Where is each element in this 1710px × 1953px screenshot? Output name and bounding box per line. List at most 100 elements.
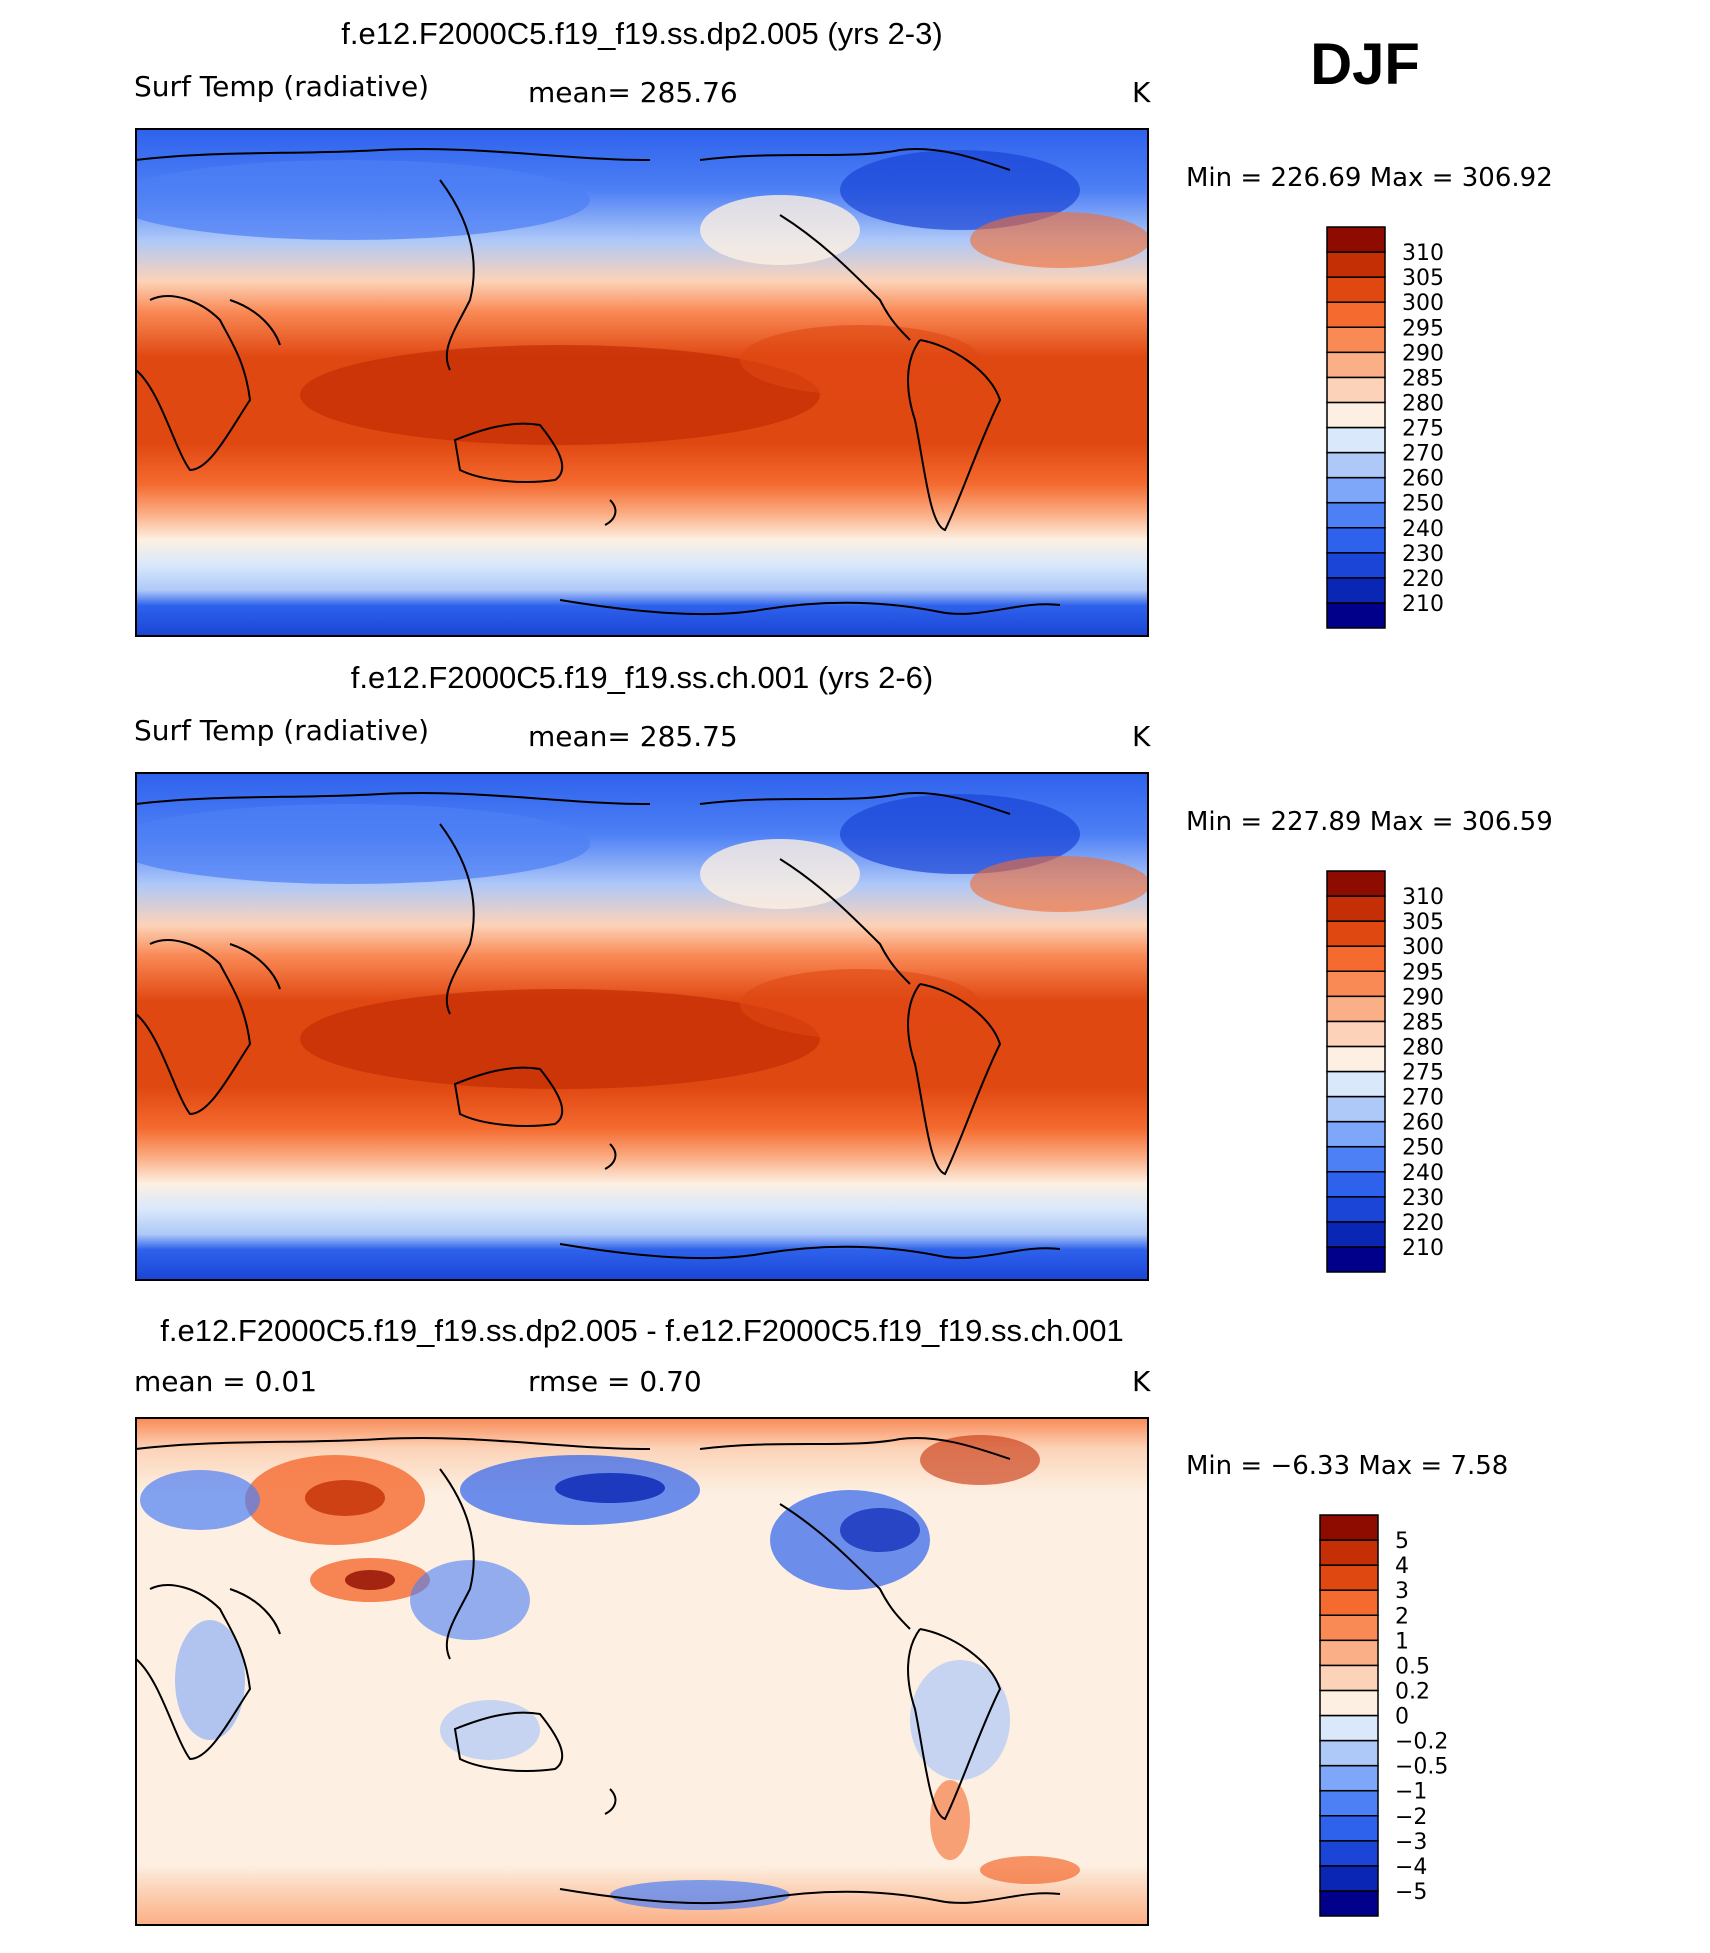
panel-2-colorbar-box: [1326, 1171, 1386, 1198]
panel-1-colorbar-box: [1326, 451, 1386, 479]
panel-1-colorbar-label: 250: [1402, 492, 1444, 517]
panel-3-frame: [135, 1417, 1149, 1926]
panel-1-variable: Surf Temp (radiative): [134, 70, 429, 103]
season-label: DJF: [1310, 32, 1420, 97]
panel-2-colorbar-label: 220: [1402, 1211, 1444, 1236]
panel-2-colorbar-box: [1326, 1246, 1386, 1273]
panel-1-colorbar-box: [1326, 401, 1386, 429]
panel-3-colorbar-box: [1319, 1689, 1379, 1717]
panel-3-colorbar-box: [1319, 1639, 1379, 1667]
panel-2-colorbar-box: [1326, 995, 1386, 1023]
panel-2-colorbar-label: 310: [1402, 885, 1444, 910]
panel-1-colorbar-box: [1326, 251, 1386, 278]
panel-3-colorbar-label: −1: [1395, 1780, 1427, 1805]
panel-2-colorbar-label: 275: [1402, 1061, 1444, 1086]
panel-1-colorbar-box: [1326, 376, 1386, 404]
panel-1-colorbar-box: [1326, 301, 1386, 328]
panel-2-colorbar-box: [1326, 920, 1386, 947]
panel-3-range: Min = −6.33 Max = 7.58: [1186, 1451, 1508, 1481]
panel-2-colorbar-label: 280: [1402, 1035, 1444, 1060]
panel-3-colorbar-box: [1319, 1764, 1379, 1792]
panel-3-mean: mean = 0.01: [134, 1365, 317, 1398]
panel-3-colorbar-label: 2: [1395, 1604, 1409, 1629]
panel-2-colorbar-label: 290: [1402, 985, 1444, 1010]
panel-3-colorbar-label: 0.2: [1395, 1679, 1430, 1704]
panel-2-variable: Surf Temp (radiative): [134, 714, 429, 747]
panel-2-colorbar-box: [1326, 1120, 1386, 1148]
panel-3-colorbar-box: [1319, 1514, 1379, 1541]
panel-3-colorbar-label: 0.5: [1395, 1654, 1430, 1679]
panel-1-units: K: [1132, 76, 1151, 109]
panel-3-colorbar-box: [1319, 1539, 1379, 1566]
panel-3-colorbar-box: [1319, 1564, 1379, 1591]
panel-3-colorbar-label: 1: [1395, 1629, 1409, 1654]
panel-1-mean: mean= 285.76: [528, 76, 738, 109]
panel-2-colorbar-label: 240: [1402, 1161, 1444, 1186]
panel-2-colorbar-label: 295: [1402, 960, 1444, 985]
panel-1-colorbar-box: [1326, 577, 1386, 604]
panel-3-colorbar-box: [1319, 1614, 1379, 1642]
panel-3-colorbar-label: −5: [1395, 1880, 1427, 1905]
panel-3-colorbar-label: −3: [1395, 1830, 1427, 1855]
panel-2-colorbar-label: 250: [1402, 1136, 1444, 1161]
panel-2-colorbar-box: [1326, 1020, 1386, 1048]
panel-1-coastlines: [136, 148, 1061, 616]
panel-3-colorbar-box: [1319, 1840, 1379, 1867]
panel-3-colorbar-box: [1319, 1664, 1379, 1692]
panel-1-colorbar-box: [1326, 602, 1386, 629]
panel-3-colorbar-label: −0.5: [1395, 1755, 1448, 1780]
panel-3-colorbar-label: 5: [1395, 1529, 1409, 1554]
panel-1-colorbar-box: [1326, 226, 1386, 253]
panel-1-colorbar-label: 295: [1402, 316, 1444, 341]
panel-3-colorbar-label: −2: [1395, 1805, 1427, 1830]
panel-3-colorbar-box: [1319, 1815, 1379, 1842]
panel-1-colorbar-label: 270: [1402, 442, 1444, 467]
panel-1-colorbar-label: 290: [1402, 341, 1444, 366]
panel-1-colorbar-label: 305: [1402, 266, 1444, 291]
panel-3-units: K: [1132, 1365, 1151, 1398]
panel-2-colorbar-label: 285: [1402, 1010, 1444, 1035]
panel-1-colorbar-label: 280: [1402, 391, 1444, 416]
panel-1-colorbar-label: 275: [1402, 417, 1444, 442]
panel-3-map: [136, 1418, 1148, 1925]
panel-2-colorbar-label: 300: [1402, 935, 1444, 960]
panel-3-colorbar-box: [1319, 1589, 1379, 1616]
panel-2-colorbar-box: [1326, 1145, 1386, 1173]
panel-1-colorbar-box: [1326, 426, 1386, 454]
panel-2-map: [136, 773, 1148, 1280]
panel-2-colorbar-box: [1326, 1095, 1386, 1123]
panel-3-colorbar-label: 0: [1395, 1705, 1409, 1730]
panel-3-colorbar-label: 3: [1395, 1579, 1409, 1604]
panel-1-colorbar: 3103053002952902852802752702602502402302…: [1326, 226, 1444, 629]
panel-1: f.e12.F2000C5.f19_f19.ss.dp2.005 (yrs 2-…: [134, 16, 1553, 637]
panel-1-colorbar-box: [1326, 552, 1386, 579]
panel-2: f.e12.F2000C5.f19_f19.ss.ch.001 (yrs 2-6…: [134, 660, 1553, 1281]
panel-2-title: f.e12.F2000C5.f19_f19.ss.ch.001 (yrs 2-6…: [351, 660, 933, 695]
panel-1-colorbar-box: [1326, 326, 1386, 354]
panel-1-colorbar-box: [1326, 276, 1386, 303]
panel-2-colorbar-box: [1326, 945, 1386, 972]
panel-1-map: [136, 129, 1148, 636]
panel-1-colorbar-label: 210: [1402, 592, 1444, 617]
panel-1-colorbar-label: 300: [1402, 291, 1444, 316]
panel-2-units: K: [1132, 720, 1151, 753]
panel-1-range: Min = 226.69 Max = 306.92: [1186, 163, 1553, 193]
panel-1-colorbar-label: 310: [1402, 241, 1444, 266]
panel-2-colorbar-box: [1326, 1045, 1386, 1073]
panel-1-colorbar-label: 260: [1402, 467, 1444, 492]
panel-1-colorbar-box: [1326, 351, 1386, 379]
panel-3-coastlines: [136, 1437, 1061, 1905]
panel-3-colorbar-box: [1319, 1739, 1379, 1767]
panel-1-title: f.e12.F2000C5.f19_f19.ss.dp2.005 (yrs 2-…: [341, 16, 942, 51]
panel-3-colorbar-box: [1319, 1714, 1379, 1742]
panel-1-colorbar-box: [1326, 501, 1386, 529]
panel-1-colorbar-label: 240: [1402, 517, 1444, 542]
panel-2-frame: [135, 772, 1149, 1281]
panel-1-frame: [135, 128, 1149, 637]
panel-3-rmse: rmse = 0.70: [528, 1365, 702, 1398]
panel-2-colorbar-box: [1326, 1221, 1386, 1248]
panel-3-colorbar-label: −0.2: [1395, 1730, 1448, 1755]
panel-2-colorbar-label: 210: [1402, 1236, 1444, 1261]
panel-2-mean: mean= 285.75: [528, 720, 738, 753]
